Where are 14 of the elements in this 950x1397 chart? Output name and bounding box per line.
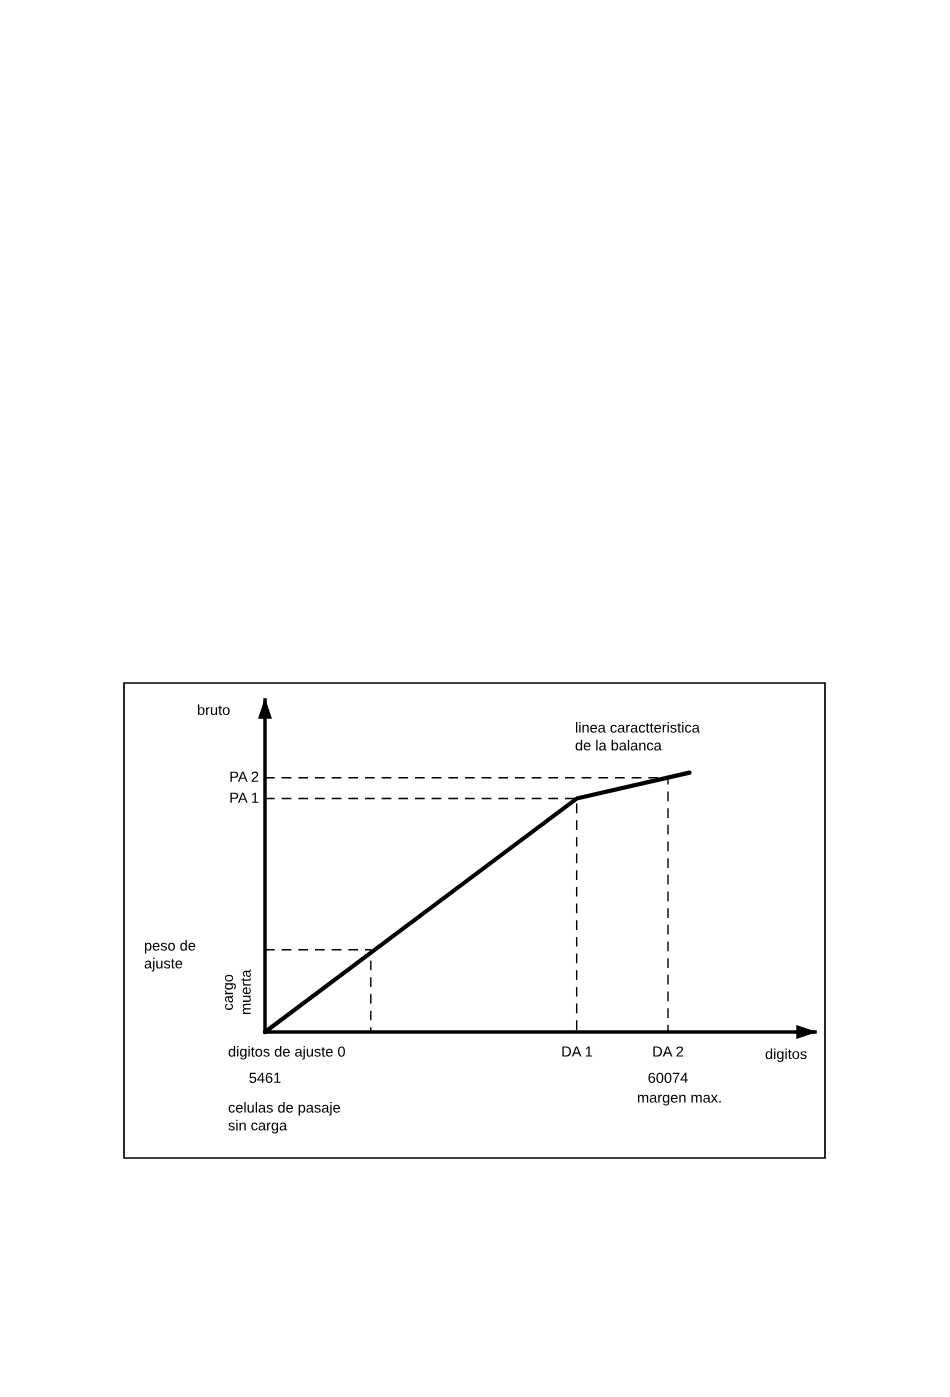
text: PA 2: [230, 771, 259, 782]
x-axis-title: digitos: [765, 1048, 807, 1062]
text: celulas de pasaje sin carga: [228, 1102, 341, 1134]
text: margen max.: [637, 1094, 721, 1106]
text: peso de ajuste: [144, 940, 196, 972]
text: cargo muerta: [225, 969, 251, 1015]
x-tick-label: 5461: [249, 1072, 281, 1083]
text: linea caractteristica de la balanca: [575, 722, 700, 751]
text: DA 1: [562, 1046, 593, 1057]
x-tick-label: 60074: [648, 1072, 688, 1083]
text: PA 1: [230, 792, 259, 803]
y-axis-title: bruto: [197, 704, 230, 716]
text: digitos de ajuste 0: [228, 1046, 345, 1060]
text: DA 2: [653, 1046, 684, 1057]
